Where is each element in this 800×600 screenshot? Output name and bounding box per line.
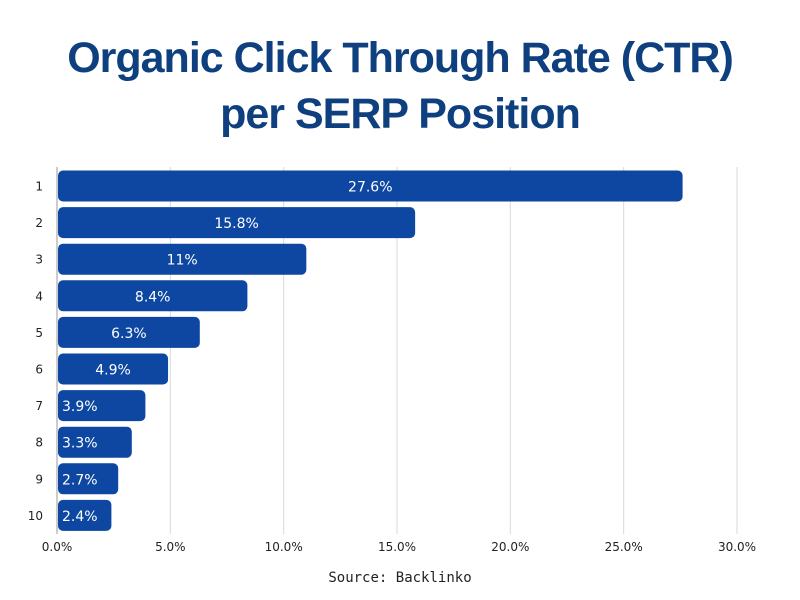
chart-title-line-1: Organic Click Through Rate (CTR) [67, 34, 734, 82]
x-tick-label: 30.0% [718, 540, 756, 554]
bar-value-label: 6.3% [111, 326, 147, 342]
bar-value-label: 4.9% [95, 363, 131, 379]
bar [58, 243, 307, 275]
bar [58, 280, 248, 312]
bar [58, 316, 200, 348]
x-tick-label: 0.0% [42, 540, 73, 554]
chart-title: Organic Click Through Rate (CTR) per SER… [0, 30, 800, 142]
x-tick-label: 10.0% [265, 540, 303, 554]
bar-value-label: 8.4% [135, 289, 171, 305]
bar [58, 499, 112, 531]
bar-value-label: 2.7% [62, 472, 98, 488]
bar-value-label: 15.8% [214, 216, 258, 232]
y-category-label: 2 [35, 216, 43, 230]
y-category-label: 4 [35, 289, 43, 303]
bar [58, 390, 146, 422]
bar-value-label: 11% [167, 253, 198, 269]
bar [58, 170, 683, 202]
source-note: Source: Backlinko [328, 570, 472, 586]
bar-value-label: 3.9% [62, 399, 98, 415]
bar-value-label: 2.4% [62, 509, 98, 525]
x-tick-label: 15.0% [378, 540, 416, 554]
x-tick-label: 25.0% [605, 540, 643, 554]
x-tick-label: 20.0% [491, 540, 529, 554]
y-category-label: 3 [35, 253, 43, 267]
y-category-label: 1 [35, 180, 43, 194]
y-category-label: 6 [35, 363, 43, 377]
y-category-label: 7 [35, 399, 43, 413]
y-category-label: 10 [28, 509, 43, 523]
y-category-label: 8 [35, 436, 43, 450]
bar-value-label: 27.6% [348, 180, 392, 196]
bar-value-label: 3.3% [62, 436, 98, 452]
bar [58, 207, 416, 239]
chart-title-line-2: per SERP Position [220, 90, 581, 138]
y-category-label: 5 [35, 326, 43, 340]
x-tick-label: 5.0% [155, 540, 186, 554]
bar [58, 353, 169, 385]
bar [58, 426, 132, 458]
y-category-label: 9 [35, 472, 43, 486]
bar [58, 463, 119, 495]
